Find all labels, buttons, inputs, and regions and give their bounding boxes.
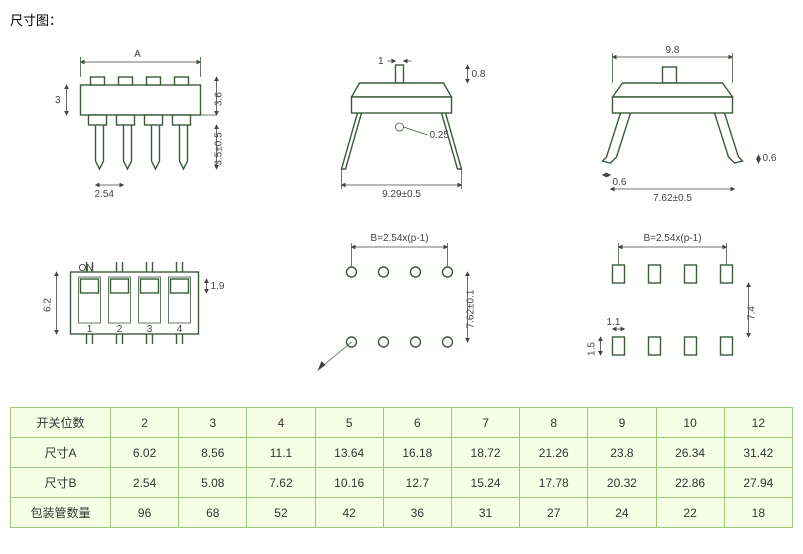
label-on: ON [79,263,94,274]
row-label: 包装管数量 [11,498,111,528]
dim-A: A [134,49,141,60]
page-title: 尺寸图： [10,10,793,29]
table-row-B: 尺寸B 2.54 5.08 7.62 10.16 12.7 15.24 17.7… [11,468,793,498]
dim-thick: 0.25 [430,130,450,141]
dim-B2: B=2.54x(p-1) [643,233,701,244]
drawing-side-view: A 3 3.6 3.5±0.5 2.54 [10,37,251,207]
drawing-top-view: ON 1 2 3 4 6.2 1.9 [10,217,251,387]
drawing-front-view: 1 0.8 0.25 9.29±0.5 [281,37,522,207]
dim-7-62h: 7.62±0.1 [466,289,477,328]
dim-0-6h: 0.6 [763,153,777,164]
dimension-table: 开关位数 2 3 4 5 6 7 8 9 10 12 尺寸A 6.02 8.56… [10,407,793,528]
drawing-area: A 3 3.6 3.5±0.5 2.54 [10,37,793,387]
dim-3: 3 [55,95,61,106]
dim-1-9: 1.9 [211,281,225,292]
row-label: 尺寸A [11,438,111,468]
row-label: 尺寸B [11,468,111,498]
dim-7-4: 7.4 [747,306,758,320]
dim-1-5: 1.5 [587,342,598,356]
dim-3-6: 3.6 [214,92,225,106]
row-label: 开关位数 [11,408,111,438]
table-row-positions: 开关位数 2 3 4 5 6 7 8 9 10 12 [11,408,793,438]
drawing-hole-pattern: B=2.54x(p-1) 7.62±0.1 [281,217,522,387]
num-3: 3 [147,324,153,335]
dim-1-1: 1.1 [607,317,621,328]
dim-7-62: 7.62±0.5 [653,193,692,204]
dim-6-2: 6.2 [43,298,54,312]
dim-basew: 9.29±0.5 [382,189,421,200]
num-4: 4 [177,324,183,335]
dim-B1: B=2.54x(p-1) [370,233,428,244]
drawing-pad-pattern: B=2.54x(p-1) 7.4 1.1 1.5 [552,217,793,387]
dim-0-6w: 0.6 [613,177,627,188]
dim-toph: 0.8 [472,69,486,80]
drawing-end-view: 9.8 0.6 0.6 7.62±0.5 [552,37,793,207]
dim-leadw: 1 [378,56,384,67]
table-row-A: 尺寸A 6.02 8.56 11.1 13.64 16.18 18.72 21.… [11,438,793,468]
dim-pitch: 2.54 [95,189,115,200]
dim-9-8: 9.8 [666,45,680,56]
table-row-qty: 包装管数量 96 68 52 42 36 31 27 24 22 18 [11,498,793,528]
num-1: 1 [87,324,93,335]
num-2: 2 [117,324,123,335]
dim-pinlen: 3.5±0.5 [214,132,225,166]
